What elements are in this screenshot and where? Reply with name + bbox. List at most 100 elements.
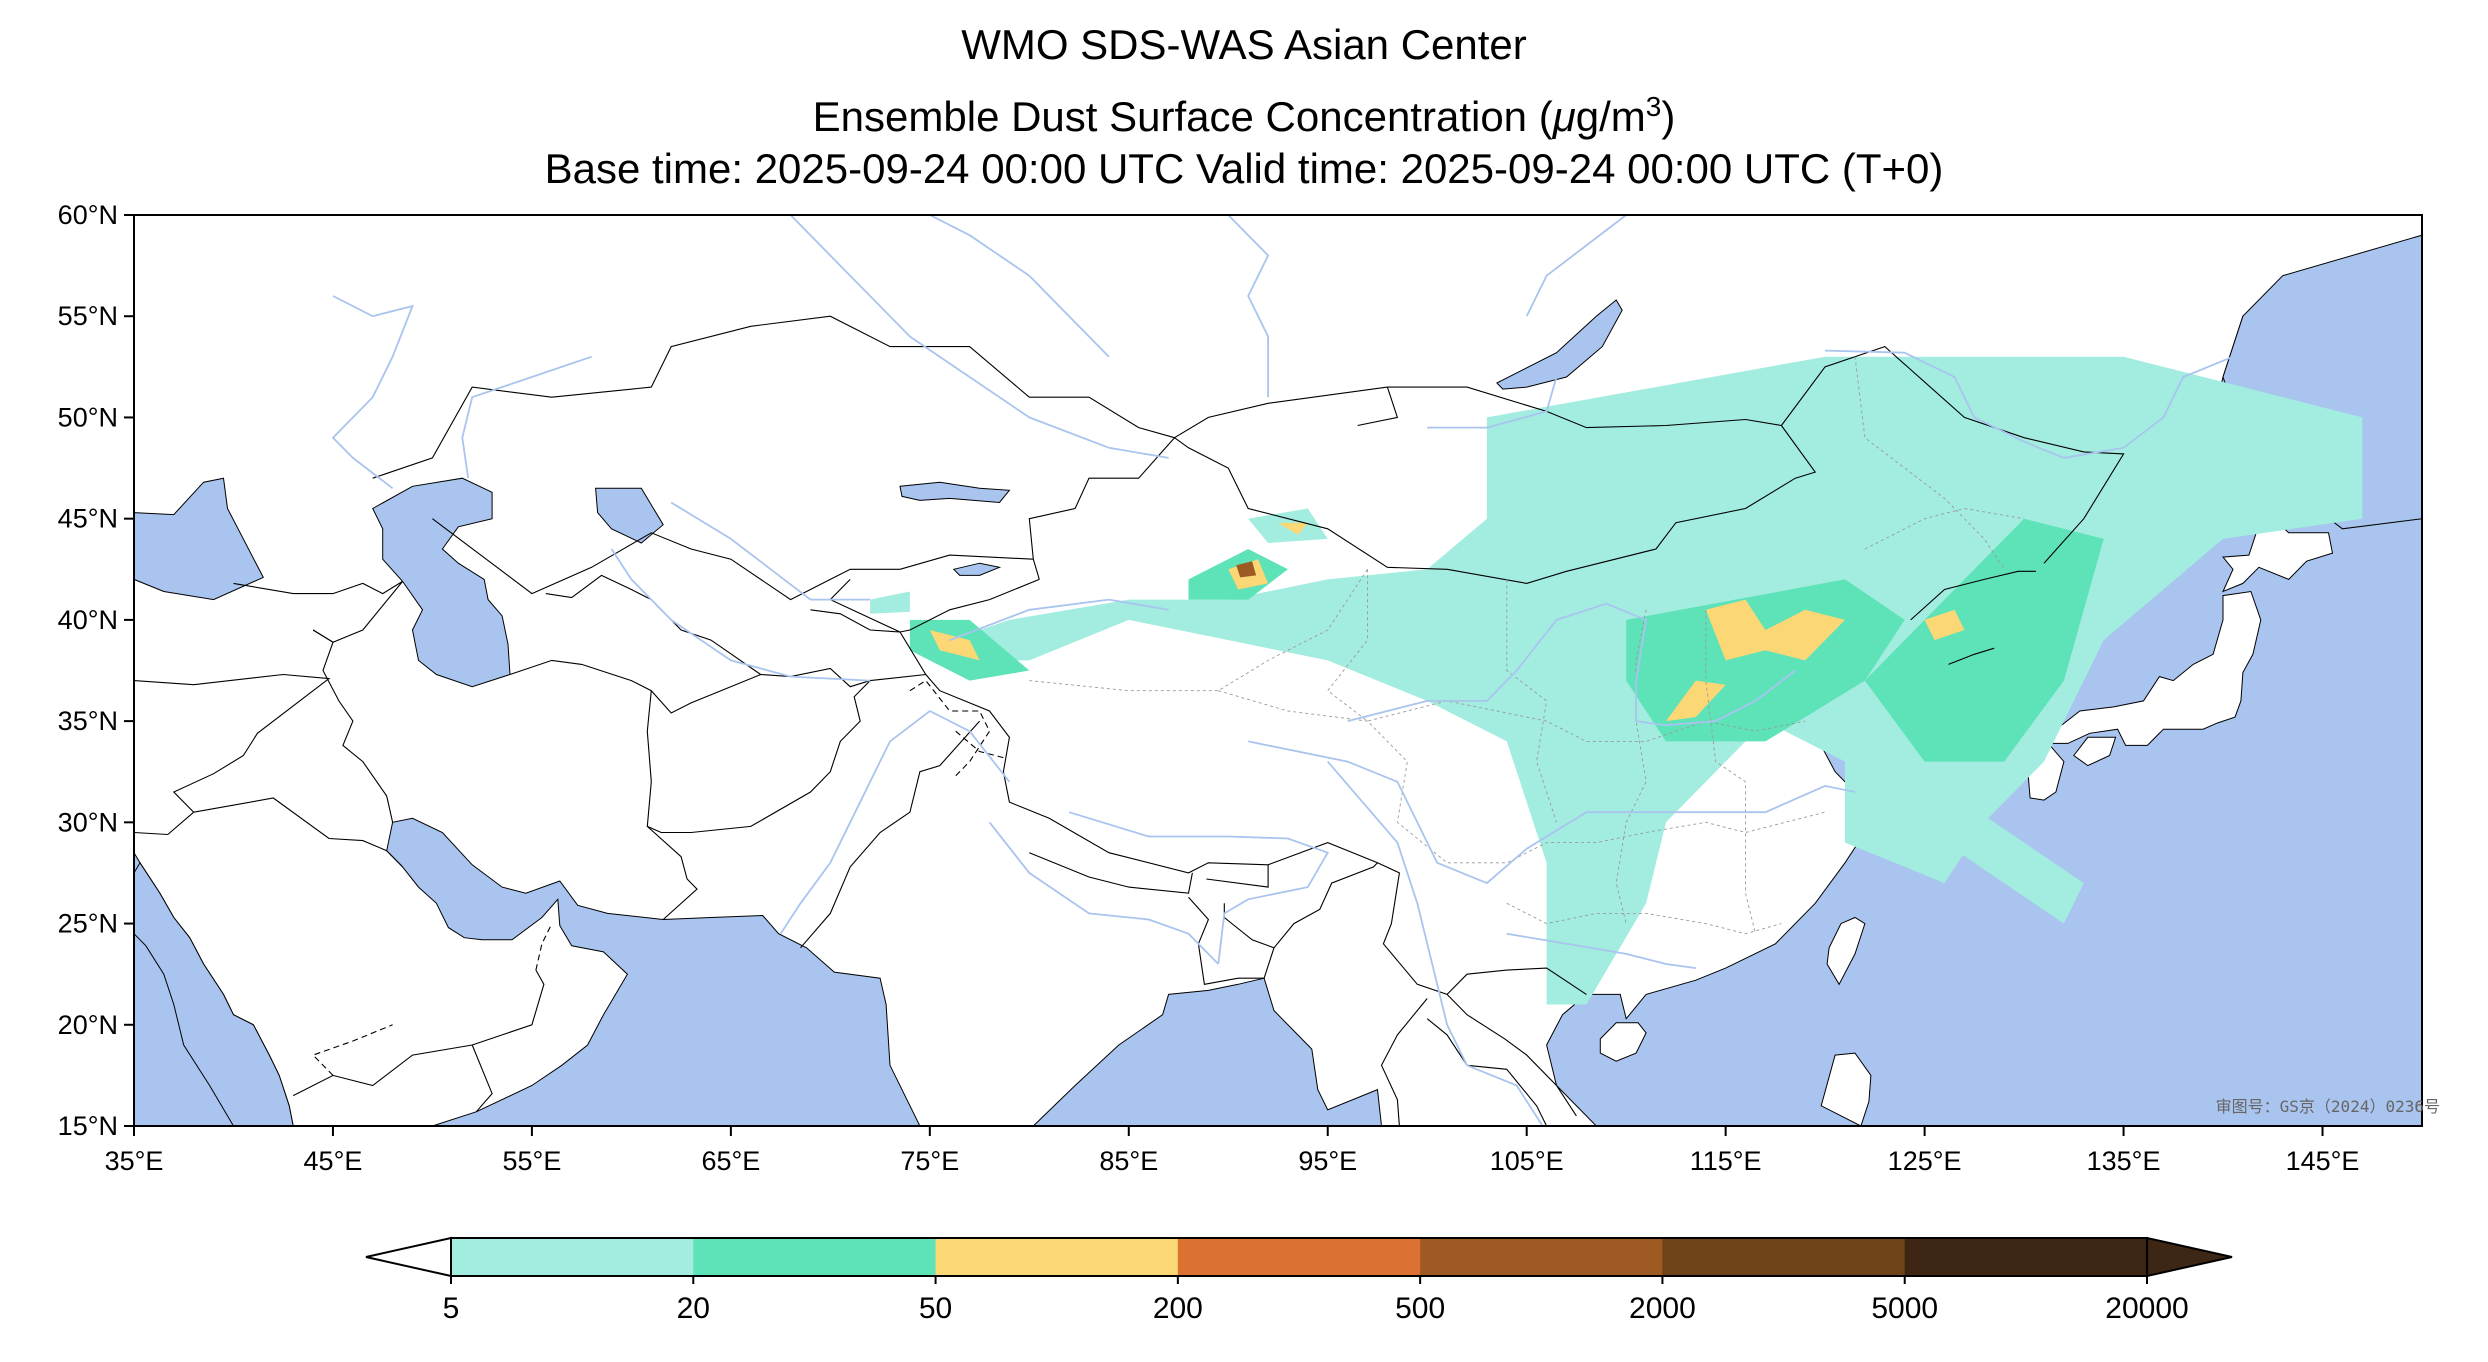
approval-number: 审图号：GS京（2024）0236号 bbox=[2216, 1097, 2440, 1116]
river-mekong bbox=[1327, 761, 1544, 1126]
river-pearl bbox=[1506, 932, 1696, 969]
dust-area-5 bbox=[1864, 518, 2104, 762]
border-india-nepal bbox=[1029, 852, 1193, 894]
border-laos-thailand bbox=[1426, 1018, 1548, 1126]
subtitle-suffix: ) bbox=[1661, 93, 1676, 140]
border-laos-vietnam bbox=[1446, 994, 1577, 1117]
caspian-sea bbox=[372, 477, 511, 688]
border-caucasus bbox=[233, 580, 404, 643]
lon-tick-label: 35°E bbox=[105, 1146, 164, 1176]
lon-tick-label: 135°E bbox=[2087, 1146, 2161, 1176]
province-line-5 bbox=[1705, 609, 1756, 934]
colorbar-segment-5 bbox=[1420, 1238, 1663, 1276]
river-irtysh bbox=[789, 215, 1169, 459]
border-iran-west bbox=[312, 629, 394, 823]
lon-tick-label: 65°E bbox=[701, 1146, 760, 1176]
lat-tick-label: 45°N bbox=[58, 504, 118, 534]
dust-area-12 bbox=[929, 630, 980, 661]
lat-tick-label: 60°N bbox=[58, 200, 118, 230]
map-frame bbox=[133, 214, 2423, 1127]
lon-tick-label: 115°E bbox=[1690, 1146, 1762, 1176]
border-bhutan bbox=[1206, 864, 1269, 888]
border-china-mongolia bbox=[1174, 425, 1817, 584]
colorbar-segment-4 bbox=[1177, 1238, 1421, 1276]
lon-tick-label: 145°E bbox=[2286, 1146, 2360, 1176]
river-amur bbox=[1825, 349, 2234, 459]
red-sea bbox=[134, 861, 294, 1126]
border-iran-afghanistan bbox=[646, 680, 871, 834]
river-ob bbox=[929, 215, 1110, 358]
lat-tick-label: 35°N bbox=[58, 706, 118, 736]
border-iran-pakistan bbox=[646, 825, 698, 920]
colorbar-label: 500 bbox=[1395, 1292, 1445, 1325]
colorbar-frame bbox=[450, 1237, 2148, 1277]
border-layer bbox=[134, 215, 2234, 1126]
dust-area-10 bbox=[1666, 680, 1726, 722]
dust-area-15 bbox=[1236, 561, 1257, 578]
subtitle-mu: μ bbox=[1552, 93, 1576, 140]
map-time-line: Base time: 2025-09-24 00:00 UTC Valid ti… bbox=[544, 145, 1944, 192]
landmass-japan-shikoku bbox=[2073, 736, 2117, 767]
lon-tick-label: 105°E bbox=[1490, 1146, 1564, 1176]
colorbar-label: 20 bbox=[677, 1292, 710, 1325]
province-line-9 bbox=[1029, 569, 1368, 692]
border-uzbekistan-turkmenistan bbox=[545, 574, 762, 675]
border-kazakhstan-south bbox=[432, 518, 1034, 601]
aral-sea bbox=[595, 487, 664, 544]
river-yellow bbox=[1347, 602, 1796, 727]
lat-tick-label: 50°N bbox=[58, 402, 118, 432]
province-line-7 bbox=[1864, 508, 2025, 550]
border-iraq-syria-turkey bbox=[134, 673, 331, 836]
border-korea-dmz bbox=[1948, 647, 1995, 665]
border-turkmenistan-iran bbox=[509, 659, 926, 714]
lat-tick-label: 30°N bbox=[58, 807, 118, 837]
dust-area-11 bbox=[1924, 609, 1965, 641]
border-china-kyrgyzstan bbox=[899, 578, 1040, 633]
colorbar-label: 5 bbox=[443, 1292, 460, 1325]
lon-tick-label: 55°E bbox=[502, 1146, 561, 1176]
map-subtitle: Ensemble Dust Surface Concentration (μg/… bbox=[0, 82, 2488, 142]
lat-tick-label: 40°N bbox=[58, 605, 118, 635]
province-line-2 bbox=[1218, 690, 1826, 864]
lake-issyk-kul bbox=[952, 562, 1002, 576]
river-yangtze bbox=[1248, 740, 1856, 885]
border-myanmar-thailand bbox=[1380, 998, 1428, 1126]
province-line-8 bbox=[1854, 356, 2005, 570]
colorbar-label: 5000 bbox=[1871, 1292, 1938, 1325]
lake-baikal bbox=[1496, 299, 1623, 390]
dust-area-9 bbox=[1705, 599, 1845, 661]
river-ganges bbox=[988, 821, 1219, 965]
lon-tick-label: 95°E bbox=[1298, 1146, 1357, 1176]
border-india-myanmar bbox=[1273, 862, 1378, 949]
black-sea bbox=[134, 477, 264, 601]
colorbar-segment-1 bbox=[451, 1238, 694, 1276]
landmass-japan-honshu bbox=[2041, 590, 2262, 746]
border-russia-mongolia bbox=[1174, 386, 1746, 439]
landmass-luzon bbox=[1820, 1052, 1872, 1126]
disputed-yemen bbox=[312, 1024, 393, 1076]
disputed-saudi-oman bbox=[535, 923, 553, 971]
river-ural bbox=[461, 355, 592, 479]
landmass-taiwan bbox=[1826, 916, 1866, 986]
colorbar-max-arrow bbox=[2146, 1236, 2233, 1278]
landmass-japan-hokkaido bbox=[2222, 507, 2334, 593]
border-oman-yemen bbox=[471, 1044, 493, 1113]
subtitle-prefix: Ensemble Dust Surface Concentration ( bbox=[812, 93, 1553, 140]
lon-tick-label: 75°E bbox=[900, 1146, 959, 1176]
subtitle-sup: 3 bbox=[1645, 91, 1662, 122]
colorbar-label: 200 bbox=[1153, 1292, 1203, 1325]
lon-tick-label: 85°E bbox=[1099, 1146, 1158, 1176]
dust-area-4 bbox=[1944, 802, 2084, 924]
dust-layer bbox=[870, 356, 2363, 1005]
river-syr-darya bbox=[670, 501, 871, 601]
lake-balkhash bbox=[899, 481, 1011, 504]
colorbar-segment-3 bbox=[935, 1238, 1179, 1276]
lon-tick-label: 125°E bbox=[1888, 1146, 1962, 1176]
subtitle-unit: g/m bbox=[1575, 93, 1646, 140]
river-brahmaputra bbox=[1068, 811, 1330, 965]
colorbar-min-arrow bbox=[365, 1236, 452, 1278]
river-selenga bbox=[1427, 376, 1558, 429]
river-indus bbox=[779, 709, 1011, 935]
border-mongolia-russia-sub bbox=[1357, 386, 1399, 427]
river-yenisei bbox=[1227, 215, 1270, 398]
